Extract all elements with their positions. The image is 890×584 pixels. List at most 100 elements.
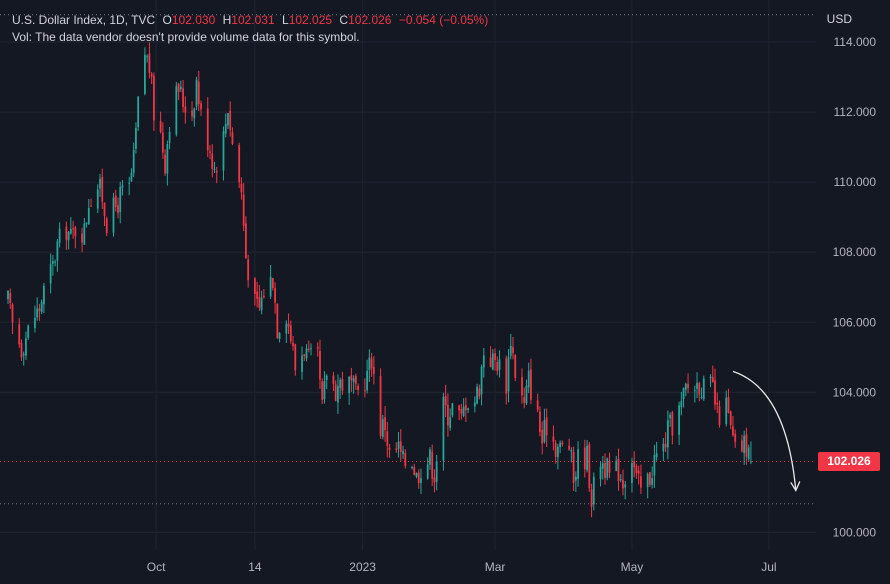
candle-body-up xyxy=(651,478,654,485)
candle-body-up xyxy=(54,261,57,263)
x-tick-label: Oct xyxy=(147,560,166,574)
candle-body-down xyxy=(332,375,335,384)
candle-body-up xyxy=(655,453,658,457)
candle-body-down xyxy=(745,434,748,457)
candle-body-down xyxy=(464,405,467,411)
candle-body-down xyxy=(541,429,544,444)
candle-body-up xyxy=(56,241,59,261)
candle-body-up xyxy=(586,445,588,471)
candle-body-up xyxy=(85,222,88,224)
candle-body-down xyxy=(231,132,234,144)
candle-body-down xyxy=(197,81,200,105)
candle-body-down xyxy=(379,375,382,436)
y-tick-label: 106.000 xyxy=(833,315,877,329)
low-value: 102.025 xyxy=(288,13,333,27)
candle-body-down xyxy=(521,377,523,396)
candle-body-up xyxy=(352,378,355,383)
candle-body-up xyxy=(144,54,146,95)
candle-body-up xyxy=(58,228,61,243)
candle-body-up xyxy=(570,449,573,452)
candle-body-up xyxy=(693,390,696,392)
candle-body-down xyxy=(417,472,420,484)
candle-body-down xyxy=(256,291,259,299)
candle-body-up xyxy=(368,357,371,371)
candle-body-down xyxy=(150,73,153,77)
open-value: 102.030 xyxy=(171,13,216,27)
candle-body-down xyxy=(512,347,514,354)
candle-body-up xyxy=(646,474,649,488)
candle-body-down xyxy=(303,354,306,356)
currency-label[interactable]: USD xyxy=(826,12,852,26)
candle-body-down xyxy=(444,396,447,406)
candle-body-down xyxy=(431,451,434,479)
candle-body-down xyxy=(370,358,373,369)
candle-body-up xyxy=(678,405,680,435)
candle-body-down xyxy=(341,379,344,391)
candle-body-down xyxy=(316,347,319,349)
candle-body-up xyxy=(285,323,288,334)
close-label: C xyxy=(339,13,349,27)
candle-body-down xyxy=(386,431,389,446)
candle-body-down xyxy=(608,460,611,473)
candle-body-down xyxy=(388,447,391,450)
candle-body-down xyxy=(552,436,555,442)
candle-body-up xyxy=(27,325,30,338)
y-tick-label: 114.000 xyxy=(834,35,877,49)
candle-body-down xyxy=(274,288,276,303)
candle-body-down xyxy=(294,344,297,371)
candle-body-down xyxy=(289,325,292,342)
high-value: 102.031 xyxy=(231,13,275,27)
candle-body-up xyxy=(135,127,137,149)
candle-body-down xyxy=(447,404,449,426)
candle-body-up xyxy=(278,332,281,340)
candle-body-up xyxy=(22,353,25,356)
candle-body-down xyxy=(588,444,591,489)
x-tick-label: 2023 xyxy=(349,560,376,574)
candle-body-up xyxy=(67,231,70,241)
candle-body-down xyxy=(716,402,719,405)
candle-body-up xyxy=(112,197,115,233)
candle-body-up xyxy=(543,419,546,443)
x-tick-label: 14 xyxy=(248,560,262,574)
candle-body-up xyxy=(696,382,698,389)
symbol-title[interactable]: U.S. Dollar Index, 1D, TVC xyxy=(12,13,156,27)
candle-body-up xyxy=(684,383,687,390)
candle-body-down xyxy=(209,151,211,153)
chart-legend: U.S. Dollar Index, 1D, TVC O102.030 H102… xyxy=(12,12,488,46)
candle-body-up xyxy=(449,417,452,428)
candle-body-down xyxy=(292,342,294,346)
volume-notice: Vol: The data vendor doesn't provide vol… xyxy=(12,30,360,44)
candle-body-down xyxy=(271,277,274,288)
candle-body-up xyxy=(260,297,263,311)
candle-body-down xyxy=(637,470,640,474)
candle-body-up xyxy=(682,387,685,400)
candle-body-up xyxy=(305,348,308,359)
candle-body-up xyxy=(132,150,135,173)
candle-body-down xyxy=(734,433,737,442)
candle-body-up xyxy=(527,370,530,388)
candle-body-down xyxy=(229,110,232,130)
candle-body-up xyxy=(195,79,198,107)
candle-body-up xyxy=(743,435,746,454)
candle-body-up xyxy=(323,381,326,400)
candle-body-up xyxy=(725,397,728,425)
candle-body-up xyxy=(325,375,328,380)
candle-body-down xyxy=(590,489,593,507)
candle-body-up xyxy=(128,182,131,184)
candle-body-up xyxy=(168,131,171,144)
candle-body-up xyxy=(402,450,404,455)
candle-body-up xyxy=(577,449,579,479)
candle-body-up xyxy=(451,403,454,416)
candle-body-up xyxy=(507,356,510,392)
candle-body-down xyxy=(238,145,241,183)
candle-body-up xyxy=(339,379,342,388)
candle-body-down xyxy=(350,375,353,381)
candle-body-down xyxy=(206,108,209,151)
candle-body-down xyxy=(741,440,743,452)
candle-body-down xyxy=(729,411,732,426)
candle-body-down xyxy=(727,397,730,413)
candle-body-up xyxy=(662,443,665,452)
candle-body-up xyxy=(615,460,618,472)
candle-body-down xyxy=(215,170,218,173)
